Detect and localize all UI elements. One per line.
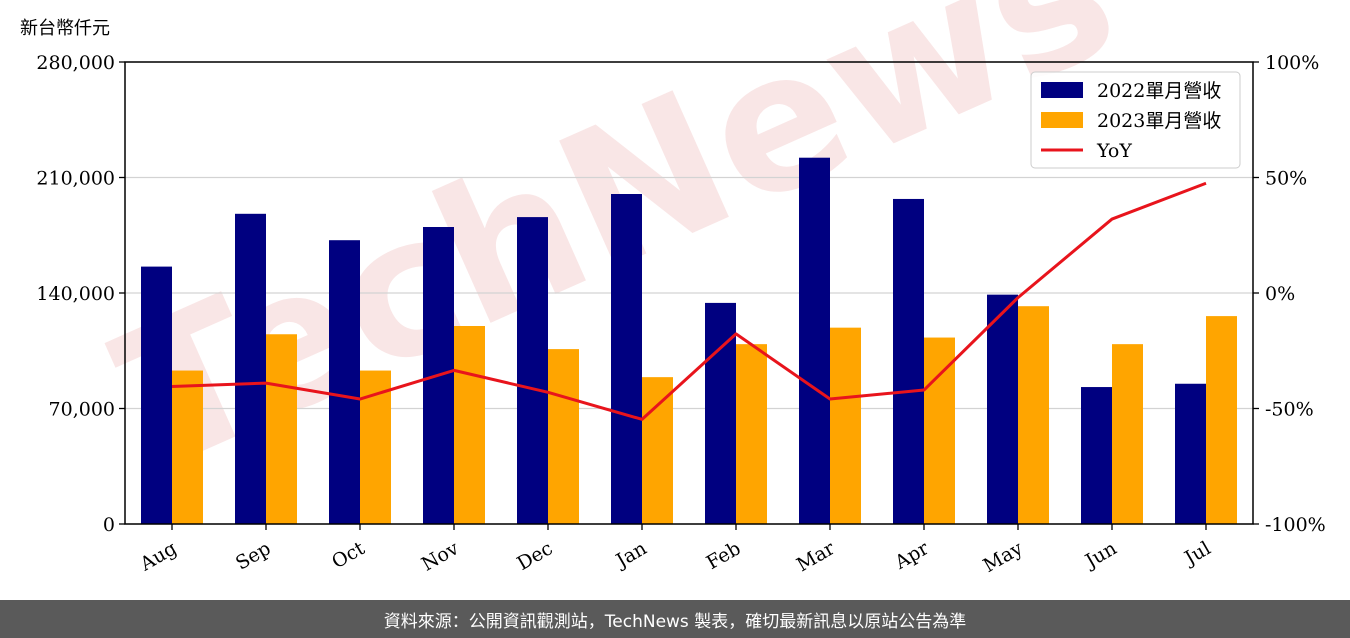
x-tick-label-oct: Oct bbox=[328, 537, 369, 573]
left-tick-label: 140,000 bbox=[36, 283, 115, 305]
source-footer: 資料來源：公開資訊觀測站，TechNews 製表，確切最新訊息以原站公告為準 bbox=[0, 600, 1350, 638]
legend-label: 2022單月營收 bbox=[1097, 80, 1221, 102]
right-tick-label: 0% bbox=[1265, 283, 1295, 305]
legend-swatch bbox=[1041, 112, 1083, 128]
bar-series bbox=[141, 157, 1237, 525]
bar-2023-may bbox=[1018, 306, 1049, 524]
bar-2023-dec bbox=[548, 349, 579, 524]
legend: 2022單月營收 2023單月營收 YoY bbox=[1030, 71, 1241, 169]
left-y-axis: 0 70,000 140,000 210,000 280,000 bbox=[36, 52, 125, 536]
left-tick-label: 280,000 bbox=[36, 52, 115, 74]
bar-2023-apr bbox=[924, 337, 955, 524]
bar-2022-mar bbox=[799, 157, 830, 524]
bar-2022-jul bbox=[1175, 383, 1206, 524]
bar-2022-may bbox=[987, 294, 1018, 524]
left-tick-label: 70,000 bbox=[49, 399, 115, 421]
right-tick-label: 100% bbox=[1265, 52, 1319, 74]
yoy-line-series bbox=[171, 181, 1207, 421]
bar-2022-jan bbox=[611, 194, 642, 524]
bar-2022-sep bbox=[235, 213, 266, 525]
bar-2022-apr bbox=[893, 198, 924, 524]
x-tick-label-nov: Nov bbox=[418, 537, 463, 576]
y-axis-unit-label: 新台幣仟元 bbox=[20, 18, 110, 39]
bar-2023-aug bbox=[172, 370, 203, 524]
bar-2022-feb bbox=[705, 302, 736, 524]
legend-label: 2023單月營收 bbox=[1097, 110, 1221, 132]
yoy-line bbox=[171, 181, 1207, 421]
bar-2022-dec bbox=[517, 217, 548, 524]
bar-2022-oct bbox=[329, 240, 360, 524]
bar-2023-jun bbox=[1112, 344, 1143, 524]
right-tick-label: -50% bbox=[1265, 399, 1314, 421]
legend-swatch bbox=[1041, 82, 1083, 98]
bar-2023-jul bbox=[1206, 316, 1237, 524]
x-tick-label-aug: Aug bbox=[136, 537, 181, 576]
bar-2022-jun bbox=[1081, 387, 1112, 524]
legend-label: YoY bbox=[1096, 140, 1132, 162]
x-tick-label-jan: Jan bbox=[611, 537, 651, 573]
left-tick-label: 0 bbox=[103, 514, 115, 536]
right-tick-label: 50% bbox=[1265, 168, 1307, 190]
left-tick-label: 210,000 bbox=[36, 168, 115, 190]
x-tick-label-sep: Sep bbox=[232, 537, 275, 574]
right-y-axis: -100% -50% 0% 50% 100% bbox=[1253, 52, 1326, 536]
bar-2022-aug bbox=[141, 266, 172, 524]
bar-2023-mar bbox=[830, 327, 861, 524]
x-axis: Aug Sep Oct Nov Dec Jan Feb Mar Apr May Jun Jul bbox=[136, 524, 1215, 577]
x-tick-label-apr: Apr bbox=[890, 537, 933, 574]
x-tick-label-jul: Jul bbox=[1179, 537, 1214, 570]
x-tick-label-dec: Dec bbox=[513, 537, 556, 575]
x-tick-label-feb: Feb bbox=[703, 537, 745, 574]
x-tick-label-may: May bbox=[980, 537, 1027, 577]
x-tick-label-jun: Jun bbox=[1080, 537, 1121, 573]
bar-2023-jan bbox=[642, 377, 673, 524]
x-tick-label-mar: Mar bbox=[793, 537, 839, 576]
bar-2023-nov bbox=[454, 326, 485, 524]
bar-2023-feb bbox=[736, 344, 767, 524]
right-tick-label: -100% bbox=[1265, 514, 1326, 536]
bar-2023-sep bbox=[266, 334, 297, 524]
